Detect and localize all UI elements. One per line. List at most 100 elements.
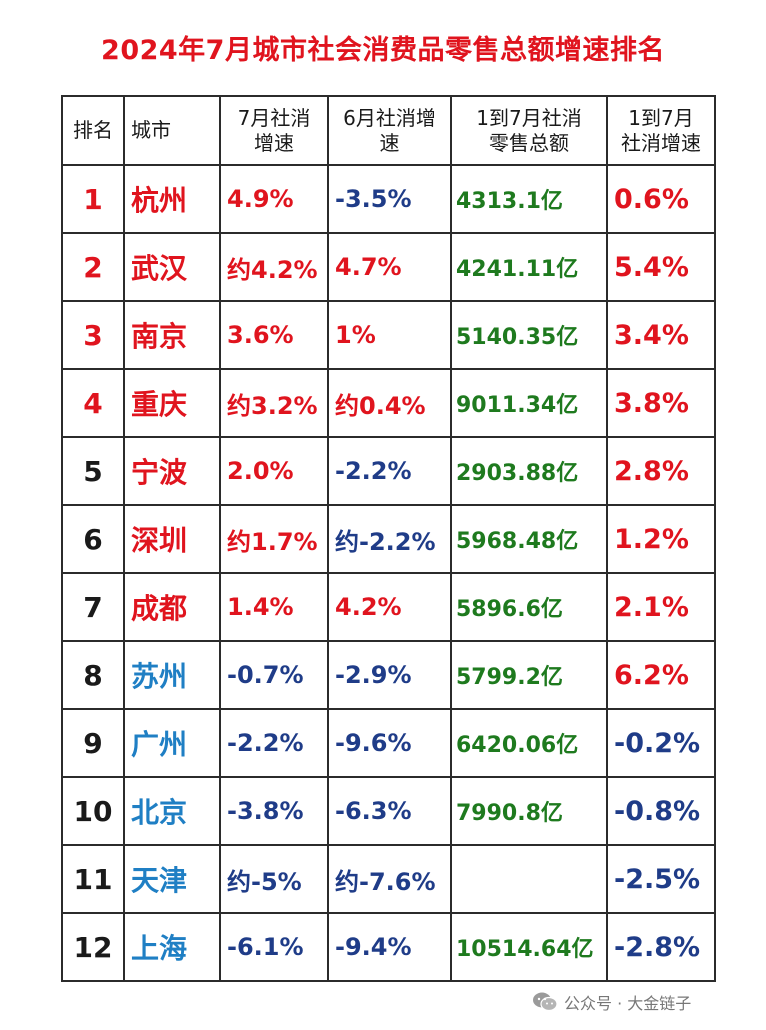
header-jun-growth-line1: 6月社消增 xyxy=(343,105,436,130)
table-row: 3 南京 3.6% 1% 5140.35亿 3.4% xyxy=(61,300,716,370)
ytd-total-cell: 10514.64亿 xyxy=(450,912,608,982)
city-cell: 成都 xyxy=(123,572,221,642)
city-cell: 杭州 xyxy=(123,164,221,234)
ytd-total-cell: 5799.2亿 xyxy=(450,640,608,710)
rank-cell: 6 xyxy=(61,504,125,574)
jul-growth-cell: 约4.2% xyxy=(219,232,329,302)
ytd-total-cell: 4313.1亿 xyxy=(450,164,608,234)
rank-cell: 10 xyxy=(61,776,125,846)
jun-growth-cell: -2.2% xyxy=(327,436,452,506)
table-row: 9 广州 -2.2% -9.6% 6420.06亿 -0.2% xyxy=(61,708,716,778)
ytd-growth-cell: 1.2% xyxy=(606,504,716,574)
watermark-text: 公众号 · 大金链子 xyxy=(564,994,692,1013)
city-cell: 武汉 xyxy=(123,232,221,302)
jun-growth-cell: -6.3% xyxy=(327,776,452,846)
jul-growth-cell: 约1.7% xyxy=(219,504,329,574)
header-ytd-growth-line1: 1到7月 xyxy=(628,105,694,130)
rank-cell: 3 xyxy=(61,300,125,370)
ytd-growth-cell: 3.4% xyxy=(606,300,716,370)
wechat-icon xyxy=(533,992,558,1012)
ytd-total-cell: 4241.11亿 xyxy=(450,232,608,302)
jun-growth-cell: -9.6% xyxy=(327,708,452,778)
ytd-growth-cell: -0.2% xyxy=(606,708,716,778)
city-cell: 上海 xyxy=(123,912,221,982)
ranking-table: 排名 城市 7月社消 增速 6月社消增 速 1到7月社消 零售总额 1到7月 社… xyxy=(61,95,716,982)
ytd-total-cell: 5140.35亿 xyxy=(450,300,608,370)
table-row: 12 上海 -6.1% -9.4% 10514.64亿 -2.8% xyxy=(61,912,716,982)
jul-growth-cell: -0.7% xyxy=(219,640,329,710)
header-rank: 排名 xyxy=(61,95,125,166)
ytd-total-cell: 5968.48亿 xyxy=(450,504,608,574)
rank-cell: 5 xyxy=(61,436,125,506)
table-row: 4 重庆 约3.2% 约0.4% 9011.34亿 3.8% xyxy=(61,368,716,438)
rank-cell: 4 xyxy=(61,368,125,438)
table-header-row: 排名 城市 7月社消 增速 6月社消增 速 1到7月社消 零售总额 1到7月 社… xyxy=(61,95,716,166)
header-jul-growth: 7月社消 增速 xyxy=(219,95,329,166)
jun-growth-cell: -2.9% xyxy=(327,640,452,710)
header-jun-growth: 6月社消增 速 xyxy=(327,95,452,166)
city-cell: 宁波 xyxy=(123,436,221,506)
ytd-growth-cell: -2.5% xyxy=(606,844,716,914)
city-cell: 重庆 xyxy=(123,368,221,438)
jul-growth-cell: -3.8% xyxy=(219,776,329,846)
ytd-growth-cell: 0.6% xyxy=(606,164,716,234)
jul-growth-cell: -2.2% xyxy=(219,708,329,778)
table-row: 5 宁波 2.0% -2.2% 2903.88亿 2.8% xyxy=(61,436,716,506)
jun-growth-cell: 4.7% xyxy=(327,232,452,302)
table-row: 11 天津 约-5% 约-7.6% -2.5% xyxy=(61,844,716,914)
rank-cell: 9 xyxy=(61,708,125,778)
rank-cell: 1 xyxy=(61,164,125,234)
header-ytd-total: 1到7月社消 零售总额 xyxy=(450,95,608,166)
header-ytd-growth-line2: 社消增速 xyxy=(621,130,701,155)
jul-growth-cell: 3.6% xyxy=(219,300,329,370)
ytd-total-cell xyxy=(450,844,608,914)
ytd-growth-cell: 6.2% xyxy=(606,640,716,710)
ytd-growth-cell: 3.8% xyxy=(606,368,716,438)
city-cell: 南京 xyxy=(123,300,221,370)
jul-growth-cell: 2.0% xyxy=(219,436,329,506)
header-jul-growth-line1: 7月社消 xyxy=(237,105,311,130)
rank-cell: 12 xyxy=(61,912,125,982)
city-cell: 广州 xyxy=(123,708,221,778)
table-row: 10 北京 -3.8% -6.3% 7990.8亿 -0.8% xyxy=(61,776,716,846)
header-jul-growth-line2: 增速 xyxy=(254,130,294,155)
jun-growth-cell: 约0.4% xyxy=(327,368,452,438)
table-row: 7 成都 1.4% 4.2% 5896.6亿 2.1% xyxy=(61,572,716,642)
header-jun-growth-line2: 速 xyxy=(379,130,400,155)
ytd-total-cell: 5896.6亿 xyxy=(450,572,608,642)
jun-growth-cell: 4.2% xyxy=(327,572,452,642)
rank-cell: 11 xyxy=(61,844,125,914)
jul-growth-cell: 1.4% xyxy=(219,572,329,642)
table-row: 2 武汉 约4.2% 4.7% 4241.11亿 5.4% xyxy=(61,232,716,302)
ytd-total-cell: 2903.88亿 xyxy=(450,436,608,506)
jul-growth-cell: 约3.2% xyxy=(219,368,329,438)
table-row: 8 苏州 -0.7% -2.9% 5799.2亿 6.2% xyxy=(61,640,716,710)
header-ytd-growth: 1到7月 社消增速 xyxy=(606,95,716,166)
page-title: 2024年7月城市社会消费品零售总额增速排名 xyxy=(101,35,665,66)
rank-cell: 8 xyxy=(61,640,125,710)
table-row: 6 深圳 约1.7% 约-2.2% 5968.48亿 1.2% xyxy=(61,504,716,574)
watermark: 公众号 · 大金链子 xyxy=(532,990,691,1014)
jun-growth-cell: 约-7.6% xyxy=(327,844,452,914)
ytd-growth-cell: -2.8% xyxy=(606,912,716,982)
header-city: 城市 xyxy=(123,95,221,166)
header-ytd-total-line2: 零售总额 xyxy=(489,130,569,155)
jun-growth-cell: 约-2.2% xyxy=(327,504,452,574)
city-cell: 北京 xyxy=(123,776,221,846)
rank-cell: 7 xyxy=(61,572,125,642)
rank-cell: 2 xyxy=(61,232,125,302)
ytd-growth-cell: 2.1% xyxy=(606,572,716,642)
jul-growth-cell: 约-5% xyxy=(219,844,329,914)
ytd-growth-cell: 5.4% xyxy=(606,232,716,302)
jul-growth-cell: -6.1% xyxy=(219,912,329,982)
city-cell: 深圳 xyxy=(123,504,221,574)
table-row: 1 杭州 4.9% -3.5% 4313.1亿 0.6% xyxy=(61,164,716,234)
ytd-growth-cell: -0.8% xyxy=(606,776,716,846)
ytd-total-cell: 9011.34亿 xyxy=(450,368,608,438)
header-ytd-total-line1: 1到7月社消 xyxy=(476,105,582,130)
ytd-total-cell: 7990.8亿 xyxy=(450,776,608,846)
jun-growth-cell: 1% xyxy=(327,300,452,370)
jul-growth-cell: 4.9% xyxy=(219,164,329,234)
ytd-total-cell: 6420.06亿 xyxy=(450,708,608,778)
city-cell: 苏州 xyxy=(123,640,221,710)
